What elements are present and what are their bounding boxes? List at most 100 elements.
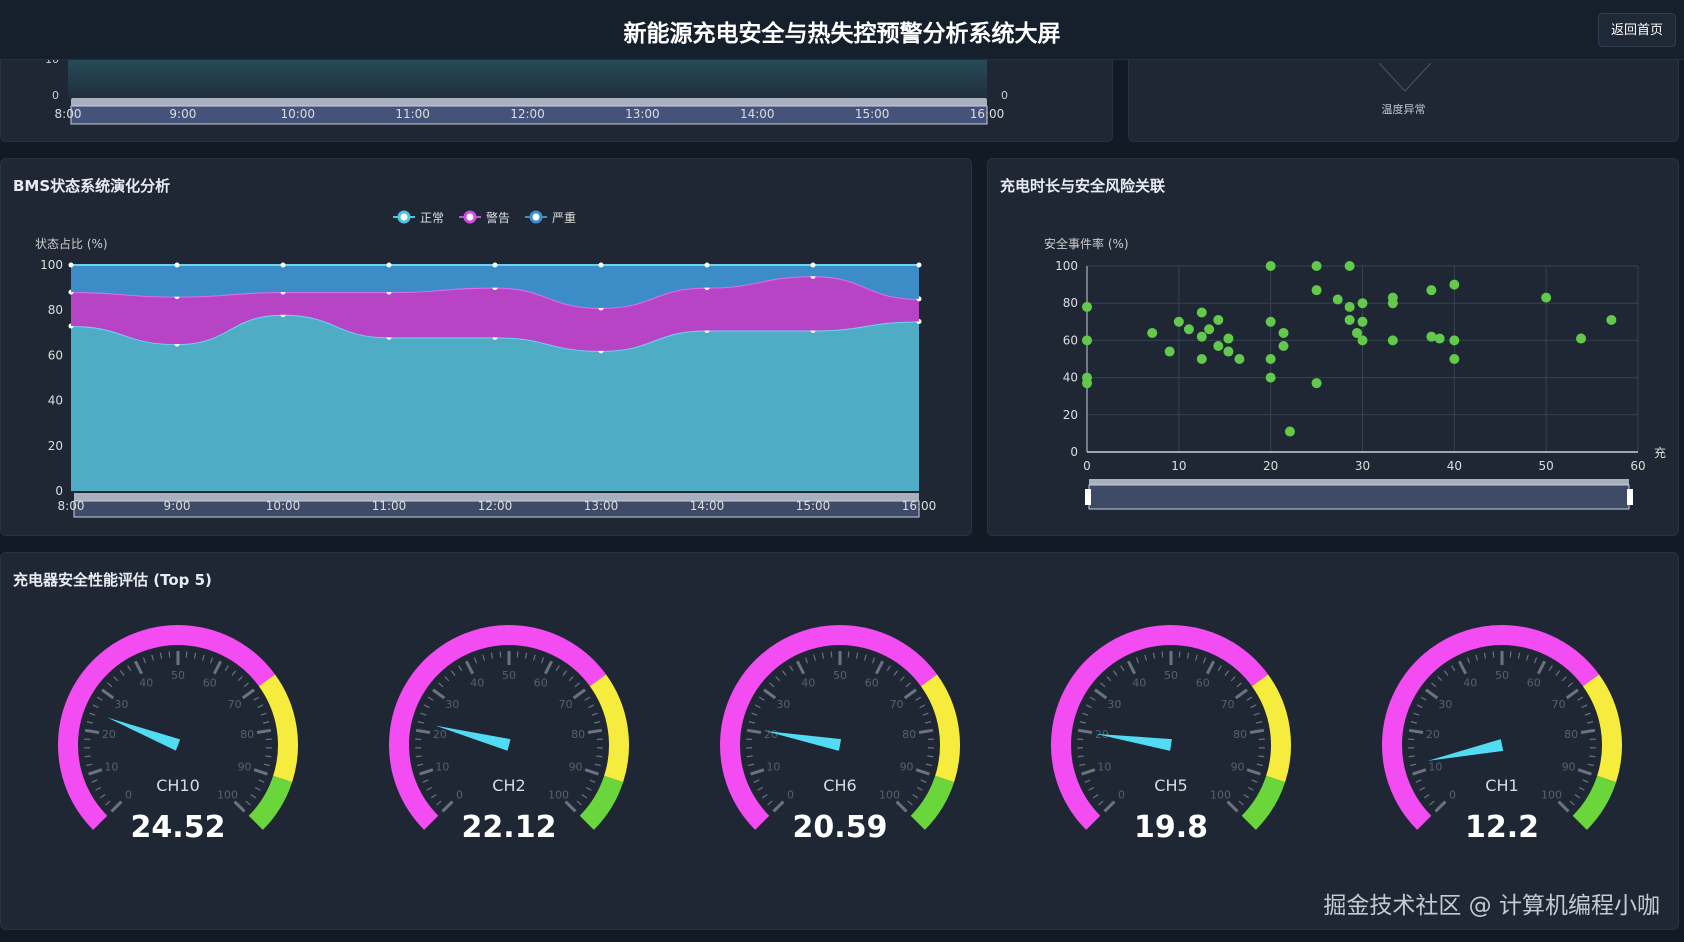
data-point xyxy=(704,262,710,268)
gauge-tick xyxy=(168,651,171,658)
legend-label: 警告 xyxy=(486,210,510,225)
gauge-tick xyxy=(237,676,243,682)
gauge-tick xyxy=(903,688,917,700)
gauge-tick-label: 40 xyxy=(470,677,484,690)
gauge-tick-label: 20 xyxy=(1426,728,1440,741)
gauge-tick xyxy=(1092,793,1099,799)
gauge-tick xyxy=(540,657,545,664)
gauge-tick xyxy=(1413,712,1420,716)
gauge-tick xyxy=(1509,651,1512,658)
gauge-tick xyxy=(1082,712,1089,716)
y-axis-label: 安全事件率 (%) xyxy=(1044,236,1129,251)
x-tick: 12:00 xyxy=(478,499,513,513)
y-tick: 40 xyxy=(48,394,63,408)
x-tick: 30 xyxy=(1355,459,1370,473)
gauge-tick xyxy=(821,652,825,659)
y-tick: 60 xyxy=(48,348,63,362)
gauge-band xyxy=(248,775,293,830)
y-axis-label: 状态占比 (%) xyxy=(35,236,108,251)
bms-title: BMS状态系统演化分析 xyxy=(13,177,171,195)
gauge-band xyxy=(1050,624,1269,830)
gauge-tick xyxy=(263,721,270,724)
gauge-tick xyxy=(1256,721,1263,724)
gauge-tick xyxy=(417,721,424,724)
gauge-tick xyxy=(763,688,777,700)
gauge-tick xyxy=(1236,682,1242,688)
gauge-tick-label: 70 xyxy=(1552,698,1566,711)
gauge-tick xyxy=(574,682,580,688)
scatter-point xyxy=(1082,301,1092,312)
gauge-band xyxy=(1381,624,1600,830)
gauge-tick-label: 50 xyxy=(1495,669,1509,682)
x-tick: 12:00 xyxy=(510,107,545,121)
x-tick: 14:00 xyxy=(690,499,725,513)
gauge-tick-label: 90 xyxy=(900,761,914,774)
gauge-tick xyxy=(1466,657,1471,664)
gauge-tick xyxy=(524,652,528,659)
datazoom-slider xyxy=(1088,484,1630,510)
gauge-tick-label: 50 xyxy=(502,669,516,682)
back-home-button[interactable]: 返回首页 xyxy=(1597,13,1676,47)
gauge-tick xyxy=(417,763,424,767)
gauge-tick xyxy=(1247,786,1254,791)
gauge-tick xyxy=(1416,704,1423,709)
gauge-tick xyxy=(245,800,251,806)
scatter-point xyxy=(1344,314,1355,325)
gauge-tick-label: 30 xyxy=(1438,698,1452,711)
gauge-tick xyxy=(1243,793,1250,799)
scatter-point xyxy=(1265,372,1276,383)
gauge-tick xyxy=(1120,665,1125,672)
scatter-point xyxy=(1082,335,1092,346)
series-area-2 xyxy=(71,265,919,308)
gauge-band xyxy=(579,775,624,830)
scatter-point xyxy=(1183,324,1194,335)
gauge-needle xyxy=(1427,739,1504,761)
header: 新能源充电安全与热失控预警分析系统大屏 返回首页 xyxy=(0,0,1684,60)
gauge-tick xyxy=(119,670,125,676)
gauge-tick xyxy=(516,651,519,658)
gauge-tick xyxy=(1178,651,1181,658)
x-tick: 16:00 xyxy=(902,499,937,513)
gauge-tick-label: 80 xyxy=(1564,728,1578,741)
scatter-point xyxy=(1387,335,1398,346)
x-tick: 8:00 xyxy=(55,107,82,121)
scatter-point xyxy=(1426,331,1437,342)
gauge-tick xyxy=(1144,654,1148,661)
datazoom-handle-bar xyxy=(74,493,919,501)
gauge-tick xyxy=(1152,652,1156,659)
gauge-tick xyxy=(1574,793,1581,799)
gauge-name: CH6 xyxy=(823,776,856,795)
gauge-tick-label: 50 xyxy=(171,669,185,682)
gauge-tick xyxy=(1429,800,1435,806)
gauge-tick xyxy=(231,670,237,676)
gauge-tick xyxy=(1238,800,1244,806)
gauge-tick xyxy=(1533,657,1538,664)
gauge-tick xyxy=(427,696,434,701)
gauge-tick xyxy=(86,721,93,724)
gauge-tick xyxy=(895,800,908,813)
gauge-tick-label: 80 xyxy=(1233,728,1247,741)
gauge-tick-label: 40 xyxy=(1463,677,1477,690)
scatter-point xyxy=(1265,316,1276,327)
scatter-point xyxy=(1173,316,1184,327)
gauge-tick xyxy=(1577,768,1592,776)
gauge-tick xyxy=(1587,721,1594,724)
legend-marker xyxy=(397,210,411,224)
gauge-tick-label: 60 xyxy=(1196,677,1210,690)
gauge-tick xyxy=(105,800,111,806)
gauge-tick xyxy=(757,786,764,791)
gauge-tick xyxy=(594,721,601,724)
gauge-tick xyxy=(1425,688,1439,700)
gauge-tick xyxy=(89,712,96,716)
gauge-tick xyxy=(256,728,272,734)
gauge-tick xyxy=(543,660,554,675)
gauge-tick xyxy=(1217,665,1222,672)
gauge-tick xyxy=(588,704,595,709)
gauge-tick xyxy=(1492,651,1495,658)
gauge-tick-label: 80 xyxy=(240,728,254,741)
gauge-tick xyxy=(576,800,582,806)
gauge-tick xyxy=(1079,763,1086,767)
scatter-point xyxy=(1196,331,1207,342)
gauge-tick xyxy=(572,688,586,700)
